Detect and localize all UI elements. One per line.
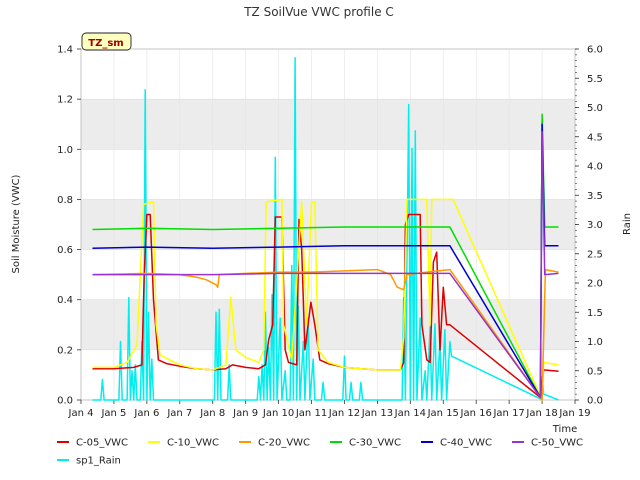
y2-tick-label-8: 4.0: [587, 162, 603, 173]
legend-label-c-40-vwc: C-40_VWC: [440, 438, 492, 449]
y-tick-label-6: 1.2: [57, 95, 73, 106]
y2-tick-label-3: 1.5: [587, 308, 603, 319]
y2-tick-label-12: 6.0: [587, 45, 603, 56]
y-tick-label-5: 1.0: [57, 145, 73, 156]
y-tick-label-4: 0.8: [57, 195, 73, 206]
y2-tick-label-4: 2.0: [587, 279, 603, 290]
series-line-c-20-vwc: [92, 268, 559, 401]
station-badge: TZ_sm: [81, 32, 132, 51]
badge-label: TZ_sm: [88, 38, 123, 49]
legend-label-c-20-vwc: C-20_VWC: [258, 438, 310, 449]
x-tick-label-0: Jan 4: [68, 408, 94, 419]
x-tick-label-15: Jan 19: [558, 408, 590, 419]
y2-tick-label-10: 5.0: [587, 103, 603, 114]
x-tick-label-1: Jan 5: [100, 408, 126, 419]
x-tick-label-11: Jan 15: [427, 408, 459, 419]
legend-label-c-50-vwc: C-50_VWC: [531, 438, 583, 449]
y2-tick-label-5: 2.5: [587, 249, 603, 260]
y2-axis-ticks: 0.0 0.5 1.0 1.5 2.0 2.5 3.0 3.5 4.0 4.5 5.0 5.5 6.0: [575, 45, 603, 407]
legend-label-c-05-vwc: C-05_VWC: [76, 438, 128, 449]
legend-label-sp1-rain: sp1_Rain: [76, 456, 121, 467]
legend-label-c-10-vwc: C-10_VWC: [167, 438, 219, 449]
legend-label-c-30-vwc: C-30_VWC: [349, 438, 401, 449]
y2-tick-label-9: 4.5: [587, 132, 603, 143]
y2-tick-label-1: 0.5: [587, 366, 603, 377]
badge-box: [81, 32, 132, 51]
y2-axis-title: Rain: [622, 213, 633, 235]
x-tick-label-14: Jan 18: [525, 408, 557, 419]
y2-tick-label-2: 1.0: [587, 337, 603, 348]
y-axis-title: Soil Moisture (VWC): [11, 174, 22, 273]
series-line-sp1-rain: [92, 57, 559, 401]
y2-tick-label-6: 3.0: [587, 220, 603, 231]
y-tick-label-0: 0.0: [57, 396, 73, 407]
y-tick-label-3: 0.6: [57, 245, 73, 256]
x-tick-label-2: Jan 6: [133, 408, 159, 419]
chart-title: TZ SoilVue VWC profile C: [243, 5, 394, 19]
series-lines: [92, 57, 559, 401]
series-line-c-50-vwc: [92, 130, 559, 399]
x-tick-label-9: Jan 13: [361, 408, 393, 419]
x-axis-ticks: Jan 4 Jan 5 Jan 6 Jan 7 Jan 8 Jan 9 Jan 10 Jan …: [68, 400, 591, 419]
y2-tick-label-0: 0.0: [587, 396, 603, 407]
x-tick-label-13: Jan 17: [492, 408, 524, 419]
x-tick-label-8: Jan 12: [328, 408, 360, 419]
band-1: [81, 199, 575, 250]
y-axis-ticks: 0.0 0.2 0.4 0.6 0.8 1.0 1.2 1.4: [57, 45, 81, 407]
x-tick-label-5: Jan 9: [232, 408, 258, 419]
band-2: [81, 99, 575, 150]
x-axis-title: Time: [552, 424, 577, 435]
legend: C-05_VWC C-10_VWC C-20_VWC C-30_VWC C-40_VWC…: [57, 438, 583, 467]
x-tick-label-4: Jan 8: [199, 408, 225, 419]
y2-tick-label-7: 3.5: [587, 191, 603, 202]
y-tick-label-7: 1.4: [57, 45, 73, 56]
x-tick-label-3: Jan 7: [166, 408, 192, 419]
x-tick-label-10: Jan 14: [394, 408, 426, 419]
x-tick-label-12: Jan 16: [460, 408, 492, 419]
y-tick-label-1: 0.2: [57, 345, 73, 356]
y2-tick-label-11: 5.5: [587, 74, 603, 85]
y-tick-label-2: 0.4: [57, 295, 73, 306]
x-tick-label-6: Jan 10: [262, 408, 294, 419]
x-tick-label-7: Jan 11: [295, 408, 327, 419]
series-line-c-10-vwc: [92, 198, 559, 401]
